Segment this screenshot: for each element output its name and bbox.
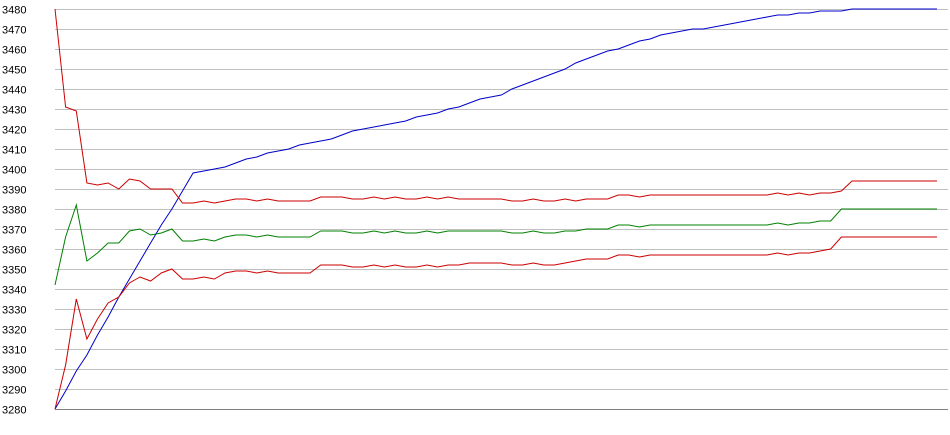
y-tick-label: 3380 [2,205,26,217]
y-tick-label: 3340 [2,285,26,297]
y-tick-label: 3370 [2,225,26,237]
y-tick-label: 3470 [2,25,26,37]
series-lines [54,8,937,410]
y-tick-label: 3360 [2,245,26,257]
y-tick-label: 3280 [2,405,26,417]
y-axis-tick-labels: 3280 3290 3300 3310 3320 3330 3340 3350 3360 3370… [2,5,26,417]
y-tick-label: 3320 [2,325,26,337]
y-tick-label: 3400 [2,165,26,177]
y-tick-label: 3350 [2,265,26,277]
y-tick-label: 3480 [2,5,26,17]
gridlines [55,9,948,410]
y-tick-label: 3420 [2,125,26,137]
y-tick-label: 3410 [2,145,26,157]
y-tick-label: 3450 [2,65,26,77]
y-tick-label: 3310 [2,345,26,357]
y-tick-label: 3330 [2,305,26,317]
y-tick-label: 3390 [2,185,26,197]
series-line-1 [54,8,937,410]
y-tick-label: 3460 [2,45,26,57]
series-line-4 [54,236,937,410]
y-tick-label: 3440 [2,85,26,97]
y-tick-label: 3300 [2,365,26,377]
y-tick-label: 3430 [2,105,26,117]
series-line-2 [54,8,937,204]
series-line-3 [54,203,937,286]
y-tick-label: 3290 [2,385,26,397]
